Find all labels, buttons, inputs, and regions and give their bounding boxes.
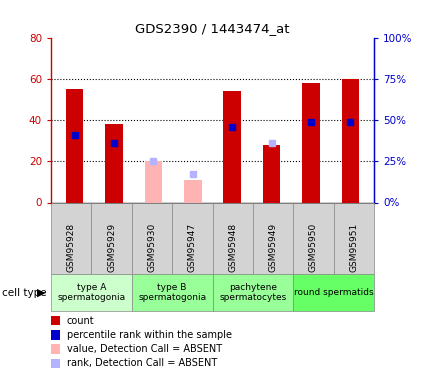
Bar — [223, 91, 241, 202]
Text: GSM95948: GSM95948 — [228, 223, 237, 272]
Bar — [263, 145, 280, 202]
Bar — [342, 79, 359, 203]
Text: GSM95929: GSM95929 — [107, 223, 116, 272]
Text: GSM95950: GSM95950 — [309, 223, 318, 272]
Bar — [302, 83, 320, 203]
Text: pachytene
spermatocytes: pachytene spermatocytes — [219, 283, 286, 302]
Text: cell type: cell type — [2, 288, 47, 297]
Text: GSM95949: GSM95949 — [269, 223, 278, 272]
Text: GSM95928: GSM95928 — [67, 223, 76, 272]
Text: type A
spermatogonia: type A spermatogonia — [57, 283, 125, 302]
Text: type B
spermatogonia: type B spermatogonia — [138, 283, 206, 302]
Text: count: count — [67, 316, 94, 326]
Bar — [184, 180, 202, 203]
Bar — [105, 124, 123, 202]
Text: GSM95947: GSM95947 — [188, 223, 197, 272]
Text: value, Detection Call = ABSENT: value, Detection Call = ABSENT — [67, 344, 222, 354]
Text: round spermatids: round spermatids — [294, 288, 374, 297]
Text: percentile rank within the sample: percentile rank within the sample — [67, 330, 232, 340]
Bar — [144, 161, 162, 202]
Bar — [66, 89, 83, 202]
Title: GDS2390 / 1443474_at: GDS2390 / 1443474_at — [135, 22, 290, 35]
Text: GSM95930: GSM95930 — [147, 223, 156, 272]
Text: ▶: ▶ — [37, 288, 45, 297]
Text: rank, Detection Call = ABSENT: rank, Detection Call = ABSENT — [67, 358, 217, 368]
Text: GSM95951: GSM95951 — [349, 223, 358, 272]
